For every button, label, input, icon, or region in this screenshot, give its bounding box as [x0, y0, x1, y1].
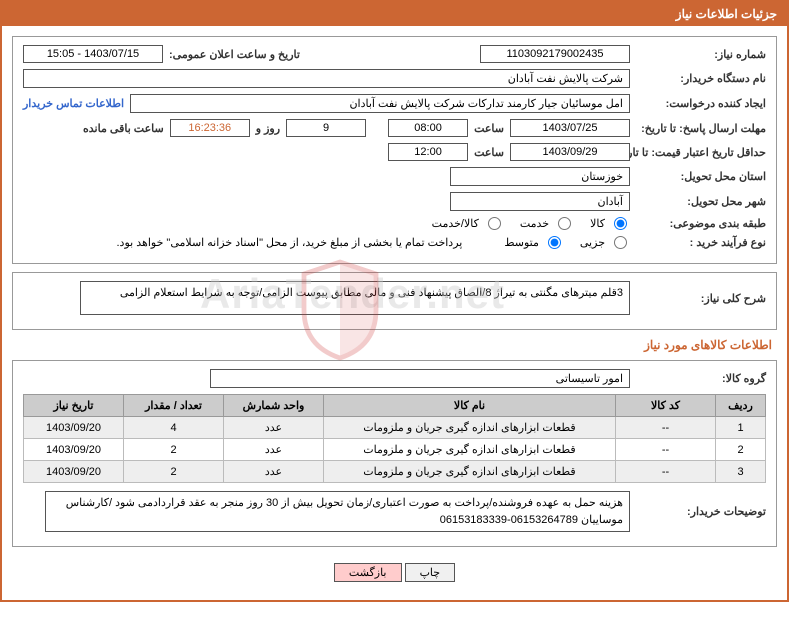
section-title: اطلاعات کالاهای مورد نیاز — [12, 338, 777, 352]
group-label: گروه کالا: — [636, 372, 766, 385]
announce-date-label: تاریخ و ساعت اعلان عمومی: — [169, 48, 300, 61]
radio-partial-label: جزیی — [580, 236, 605, 249]
table-cell: 2 — [716, 439, 766, 461]
table-cell: قطعات ابزارهای اندازه گیری جریان و ملزوم… — [324, 439, 616, 461]
need-number-value: 1103092179002435 — [480, 45, 630, 63]
table-cell: 1 — [716, 417, 766, 439]
table-cell: عدد — [224, 417, 324, 439]
treasury-note: پرداخت تمام یا بخشی از مبلغ خرید، از محل… — [117, 236, 463, 249]
days-word: روز و — [256, 122, 280, 135]
th-name: نام کالا — [324, 395, 616, 417]
time-label-2: ساعت — [474, 146, 504, 159]
province-label: استان محل تحویل: — [636, 170, 766, 183]
table-cell: -- — [616, 461, 716, 483]
table-cell: -- — [616, 417, 716, 439]
radio-khadmat[interactable] — [558, 217, 571, 230]
table-cell: 2 — [124, 461, 224, 483]
back-button[interactable]: بازگشت — [334, 563, 402, 582]
radio-kala-label: کالا — [590, 217, 605, 230]
response-date-value: 1403/07/25 — [510, 119, 630, 137]
contact-buyer-link[interactable]: اطلاعات تماس خریدار — [23, 97, 124, 110]
table-cell: عدد — [224, 461, 324, 483]
table-row: 1--قطعات ابزارهای اندازه گیری جریان و مل… — [24, 417, 766, 439]
radio-kala[interactable] — [614, 217, 627, 230]
province-value: خوزستان — [450, 167, 630, 186]
table-cell: 1403/09/20 — [24, 439, 124, 461]
items-fieldset: گروه کالا: امور تاسیساتی ردیف کد کالا نا… — [12, 360, 777, 547]
city-label: شهر محل تحویل: — [636, 195, 766, 208]
general-desc-label: شرح کلی نیاز: — [636, 292, 766, 305]
table-cell: عدد — [224, 439, 324, 461]
table-cell: 4 — [124, 417, 224, 439]
buyer-org-label: نام دستگاه خریدار: — [636, 72, 766, 85]
validity-date-value: 1403/09/29 — [510, 143, 630, 161]
print-button[interactable]: چاپ — [405, 563, 456, 582]
page-title: جزئیات اطلاعات نیاز — [2, 2, 787, 26]
radio-kala-khadmat-label: کالا/خدمت — [432, 217, 479, 230]
validity-time-value: 12:00 — [388, 143, 468, 161]
general-desc-value: 3قلم میترهای مگنتی به تیراژ 8/الصاق پیشن… — [80, 281, 630, 315]
requester-value: امل موسائیان جیار کارمند تدارکات شرکت پا… — [130, 94, 630, 113]
th-row: ردیف — [716, 395, 766, 417]
group-value: امور تاسیساتی — [210, 369, 630, 388]
radio-medium-label: متوسط — [504, 236, 539, 249]
items-table: ردیف کد کالا نام کالا واحد شمارش تعداد /… — [23, 394, 766, 483]
response-time-value: 08:00 — [388, 119, 468, 137]
buyer-notes-value: هزینه حمل به عهده فروشنده/پرداخت به صورت… — [45, 491, 630, 532]
table-cell: 1403/09/20 — [24, 417, 124, 439]
purchase-type-label: نوع فرآیند خرید : — [636, 236, 766, 249]
buyer-org-value: شرکت پالایش نفت آبادان — [23, 69, 630, 88]
table-row: 3--قطعات ابزارهای اندازه گیری جریان و مل… — [24, 461, 766, 483]
response-deadline-label: مهلت ارسال پاسخ: تا تاریخ: — [636, 122, 766, 135]
page-frame: جزئیات اطلاعات نیاز شماره نیاز: 11030921… — [0, 0, 789, 602]
th-unit: واحد شمارش — [224, 395, 324, 417]
table-cell: 1403/09/20 — [24, 461, 124, 483]
remaining-label: ساعت باقی مانده — [83, 122, 164, 135]
requester-label: ایجاد کننده درخواست: — [636, 97, 766, 110]
table-cell: -- — [616, 439, 716, 461]
main-fieldset: شماره نیاز: 1103092179002435 تاریخ و ساع… — [12, 36, 777, 264]
city-value: آبادان — [450, 192, 630, 211]
th-code: کد کالا — [616, 395, 716, 417]
time-remaining-value: 16:23:36 — [170, 119, 250, 137]
table-cell: قطعات ابزارهای اندازه گیری جریان و ملزوم… — [324, 417, 616, 439]
table-cell: 2 — [124, 439, 224, 461]
category-label: طبقه بندی موضوعی: — [636, 217, 766, 230]
days-remaining-value: 9 — [286, 119, 366, 137]
radio-kala-khadmat[interactable] — [488, 217, 501, 230]
radio-medium[interactable] — [548, 236, 561, 249]
buyer-notes-label: توضیحات خریدار: — [636, 505, 766, 518]
th-qty: تعداد / مقدار — [124, 395, 224, 417]
need-number-label: شماره نیاز: — [636, 48, 766, 61]
announce-date-value: 1403/07/15 - 15:05 — [23, 45, 163, 63]
table-row: 2--قطعات ابزارهای اندازه گیری جریان و مل… — [24, 439, 766, 461]
time-label-1: ساعت — [474, 122, 504, 135]
radio-partial[interactable] — [614, 236, 627, 249]
table-cell: 3 — [716, 461, 766, 483]
validity-label: حداقل تاریخ اعتبار قیمت: تا تاریخ: — [636, 146, 766, 159]
table-cell: قطعات ابزارهای اندازه گیری جریان و ملزوم… — [324, 461, 616, 483]
th-date: تاریخ نیاز — [24, 395, 124, 417]
desc-fieldset: شرح کلی نیاز: 3قلم میترهای مگنتی به تیرا… — [12, 272, 777, 330]
radio-khadmat-label: خدمت — [520, 217, 549, 230]
